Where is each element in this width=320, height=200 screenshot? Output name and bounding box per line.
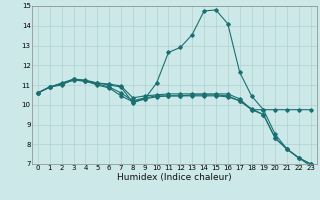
- X-axis label: Humidex (Indice chaleur): Humidex (Indice chaleur): [117, 173, 232, 182]
